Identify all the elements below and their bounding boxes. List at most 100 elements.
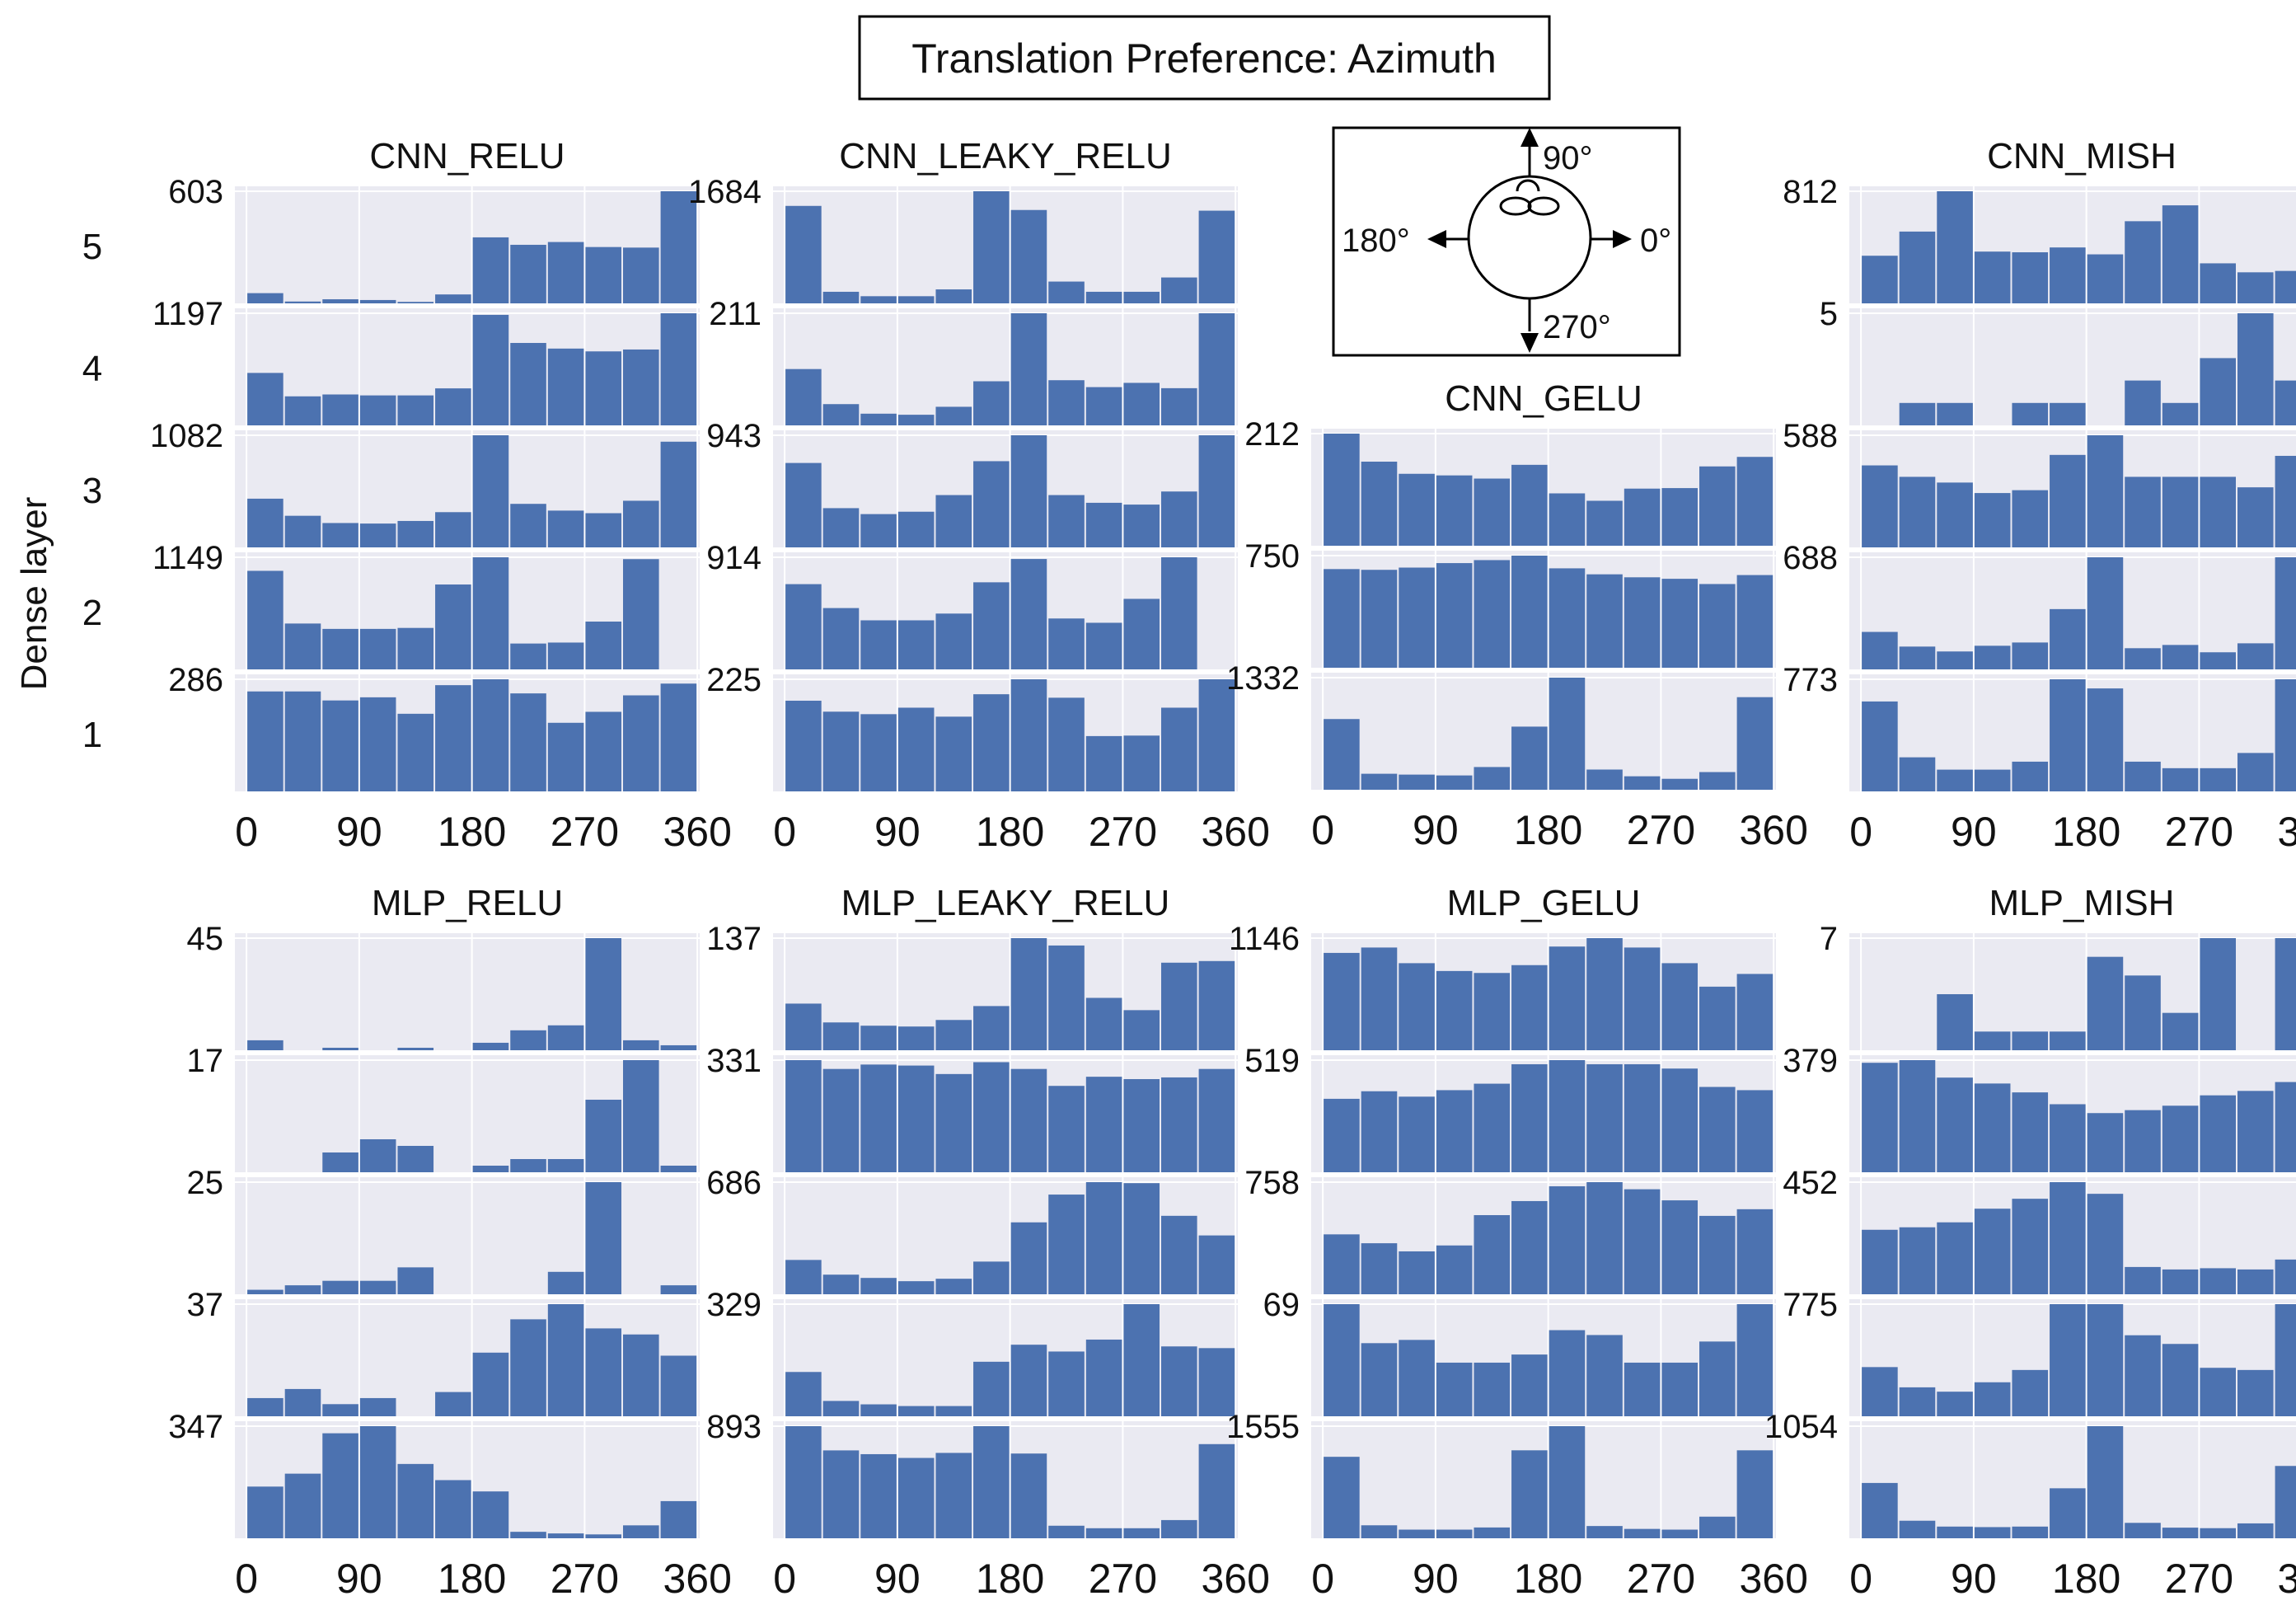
y-tick-label: 588: [1783, 418, 1838, 454]
histogram-bar: [860, 514, 897, 547]
histogram-bar: [785, 584, 822, 669]
histogram-bar: [2125, 1110, 2161, 1172]
x-tick-label: 360: [2277, 1556, 2296, 1602]
y-tick-label: 69: [1263, 1287, 1300, 1323]
layer-label: 4: [82, 349, 102, 389]
histogram-bar: [472, 1491, 509, 1538]
histogram-bar: [1736, 1304, 1774, 1416]
subplot-layer-1: 225: [706, 662, 1238, 791]
histogram-bar: [897, 296, 935, 303]
histogram-bar: [1862, 1482, 1898, 1538]
histogram-bar: [1937, 1526, 1973, 1538]
histogram-bar: [2237, 1269, 2274, 1294]
title-box: [858, 15, 1551, 101]
subplot-layer-4: 5: [1820, 296, 2296, 425]
histogram-bar: [2275, 270, 2296, 303]
histogram-bar: [1974, 1382, 2011, 1416]
histogram-bar: [1399, 1340, 1435, 1416]
y-tick-label: 1332: [1226, 660, 1300, 697]
x-tick-label: 0: [773, 809, 796, 855]
histogram-bar: [547, 1304, 584, 1416]
histogram-bar: [623, 1525, 659, 1538]
histogram-bar: [2012, 1031, 2049, 1050]
histogram-bar: [785, 462, 822, 547]
histogram-bar: [860, 620, 897, 669]
histogram-bar: [2050, 679, 2086, 791]
histogram-bar: [822, 1022, 860, 1050]
histogram-bar: [1899, 402, 1936, 425]
histogram-bar: [935, 1020, 972, 1050]
histogram-bar: [1161, 491, 1197, 547]
histogram-bar: [472, 1166, 509, 1172]
subplot-layer-4: 379: [1783, 1043, 2296, 1172]
histogram-bar: [2050, 402, 2086, 425]
panel-cnn-mish: CNN_MISH 812 5 588 688 773 0 90 180 270 360: [1783, 136, 2296, 855]
histogram-bar: [822, 404, 860, 425]
histogram-bar: [1161, 1077, 1197, 1172]
histogram-bar: [585, 1328, 621, 1416]
histogram-bar: [1161, 962, 1197, 1050]
histogram-bar: [510, 1030, 546, 1050]
histogram-bar: [660, 1355, 697, 1416]
histogram-bar: [1399, 963, 1435, 1050]
histogram-bar: [1361, 570, 1398, 668]
x-tick-label: 90: [1413, 1556, 1459, 1602]
subplot-background: [235, 186, 700, 303]
subplot-layer-2: 329: [706, 1287, 1238, 1416]
histogram-bar: [785, 1260, 822, 1294]
histogram-bar: [1161, 1346, 1197, 1416]
histogram-bar: [1661, 778, 1698, 790]
histogram-bar: [897, 1026, 935, 1050]
histogram-bar: [1624, 577, 1661, 668]
histogram-bar: [585, 622, 621, 669]
histogram-bar: [397, 1146, 434, 1172]
histogram-bar: [1511, 464, 1548, 546]
y-tick-label: 1146: [1229, 921, 1300, 957]
x-tick-label: 270: [1627, 1556, 1695, 1602]
histogram-bar: [973, 191, 1010, 303]
x-tick-label: 0: [235, 1556, 258, 1602]
histogram-bar: [897, 1281, 935, 1294]
histogram-bar: [1474, 1083, 1511, 1172]
x-tick-label: 0: [1849, 809, 1872, 855]
subplot-layer-1: 286: [168, 662, 700, 791]
histogram-bar: [397, 627, 434, 669]
histogram-bar: [2275, 1082, 2296, 1172]
histogram-bar: [973, 1426, 1010, 1538]
left-eye: [1499, 196, 1532, 216]
y-tick-label: 45: [187, 921, 224, 957]
histogram-bar: [322, 1152, 358, 1172]
histogram-bar: [510, 643, 546, 669]
histogram-bar: [1974, 1209, 2011, 1294]
x-tick-label: 0: [773, 1556, 796, 1602]
histogram-bar: [1010, 1068, 1047, 1172]
histogram-bar: [935, 716, 972, 791]
x-tick-label: 180: [438, 1556, 506, 1602]
histogram-bar: [359, 523, 396, 547]
histogram-bar: [322, 1433, 358, 1538]
histogram-bar: [1048, 1086, 1085, 1172]
histogram-bar: [359, 299, 396, 303]
histogram-bar: [1937, 1222, 1973, 1294]
histogram-bar: [2200, 767, 2236, 791]
histogram-bar: [897, 620, 935, 669]
histogram-bar: [2162, 1269, 2199, 1294]
x-tick-label: 90: [1951, 809, 1997, 855]
histogram-bar: [785, 1426, 822, 1538]
histogram-bar: [435, 388, 471, 425]
histogram-bar: [1699, 466, 1736, 546]
histogram-bar: [397, 395, 434, 425]
subplot-layer-2: 688: [1783, 540, 2296, 669]
histogram-bar: [359, 628, 396, 669]
histogram-bar: [623, 1060, 659, 1172]
histogram-bar: [1624, 1362, 1661, 1416]
histogram-bar: [2162, 402, 2199, 425]
histogram-bar: [1899, 1520, 1936, 1538]
histogram-bar: [2125, 648, 2161, 669]
histogram-bar: [2050, 454, 2086, 547]
histogram-bar: [935, 1279, 972, 1294]
histogram-bar: [547, 1271, 584, 1294]
histogram-bar: [1511, 1450, 1548, 1538]
histogram-bar: [1549, 1060, 1586, 1172]
